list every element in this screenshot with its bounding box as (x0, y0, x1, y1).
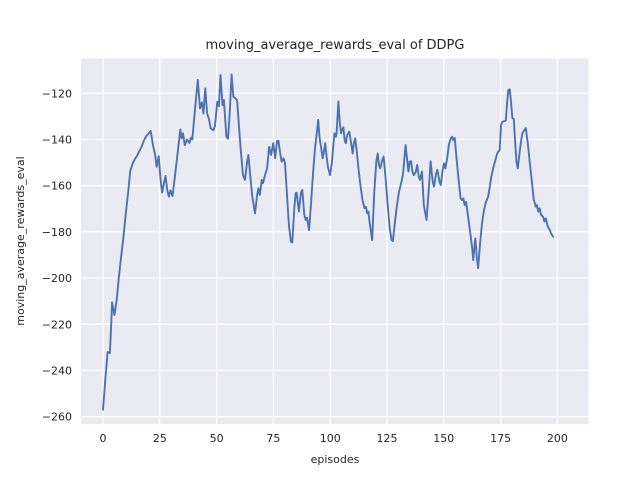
y-axis-label: moving_average_rewards_eval (14, 156, 27, 326)
plot-area (81, 58, 589, 424)
x-axis-label: episodes (310, 453, 360, 466)
data-line (102, 73, 555, 411)
y-tick-label: −240 (42, 364, 72, 377)
y-tick-label: −180 (42, 226, 72, 239)
x-tick-label: 150 (433, 432, 454, 445)
y-tick-label: −160 (42, 180, 72, 193)
x-tick-label: 175 (490, 432, 511, 445)
x-tick-label: 75 (266, 432, 280, 445)
x-tick-label: 0 (100, 432, 107, 445)
y-tick-label: −140 (42, 134, 72, 147)
x-tick-label: 25 (153, 432, 167, 445)
x-tick-label: 200 (547, 432, 568, 445)
y-tick-label: −120 (42, 87, 72, 100)
y-tick-label: −200 (42, 272, 72, 285)
y-tick-label: −260 (42, 411, 72, 424)
x-tick-label: 50 (210, 432, 224, 445)
chart-title: moving_average_rewards_eval of DDPG (205, 38, 465, 53)
y-tick-label: −220 (42, 318, 72, 331)
x-tick-label: 125 (376, 432, 397, 445)
x-tick-label: 100 (320, 432, 341, 445)
